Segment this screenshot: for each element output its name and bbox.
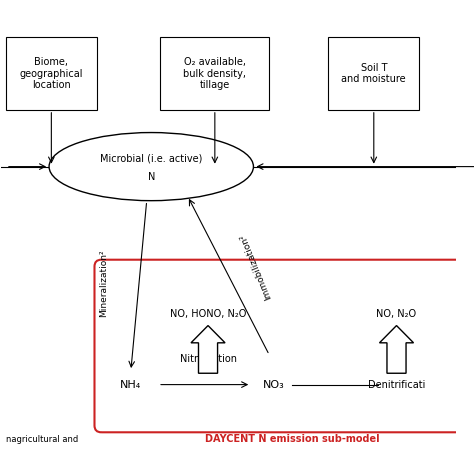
- Text: Microbial (i.e. active): Microbial (i.e. active): [100, 154, 202, 164]
- FancyBboxPatch shape: [160, 37, 269, 110]
- Text: O₂ available,
bulk density,
tillage: O₂ available, bulk density, tillage: [183, 57, 246, 90]
- Text: Denitrificati: Denitrificati: [368, 380, 425, 390]
- Polygon shape: [380, 326, 413, 373]
- Text: nagricultural and: nagricultural and: [6, 435, 78, 444]
- Text: Immobilization²: Immobilization²: [238, 232, 273, 301]
- Text: N: N: [147, 172, 155, 182]
- Text: Soil T
and moisture: Soil T and moisture: [341, 63, 406, 84]
- Text: Mineralization²: Mineralization²: [99, 250, 108, 318]
- Text: Nitrification: Nitrification: [180, 354, 237, 364]
- Text: NO, HONO, N₂O: NO, HONO, N₂O: [170, 309, 246, 319]
- Text: DAYCENT N emission sub-model: DAYCENT N emission sub-model: [205, 434, 379, 444]
- FancyBboxPatch shape: [6, 37, 97, 110]
- Text: NH₄: NH₄: [120, 380, 141, 390]
- FancyBboxPatch shape: [328, 37, 419, 110]
- Text: NO, N₂O: NO, N₂O: [376, 309, 417, 319]
- Text: Biome,
geographical
location: Biome, geographical location: [19, 57, 83, 90]
- Ellipse shape: [49, 133, 254, 201]
- Text: NO₃: NO₃: [263, 380, 285, 390]
- Polygon shape: [191, 326, 225, 373]
